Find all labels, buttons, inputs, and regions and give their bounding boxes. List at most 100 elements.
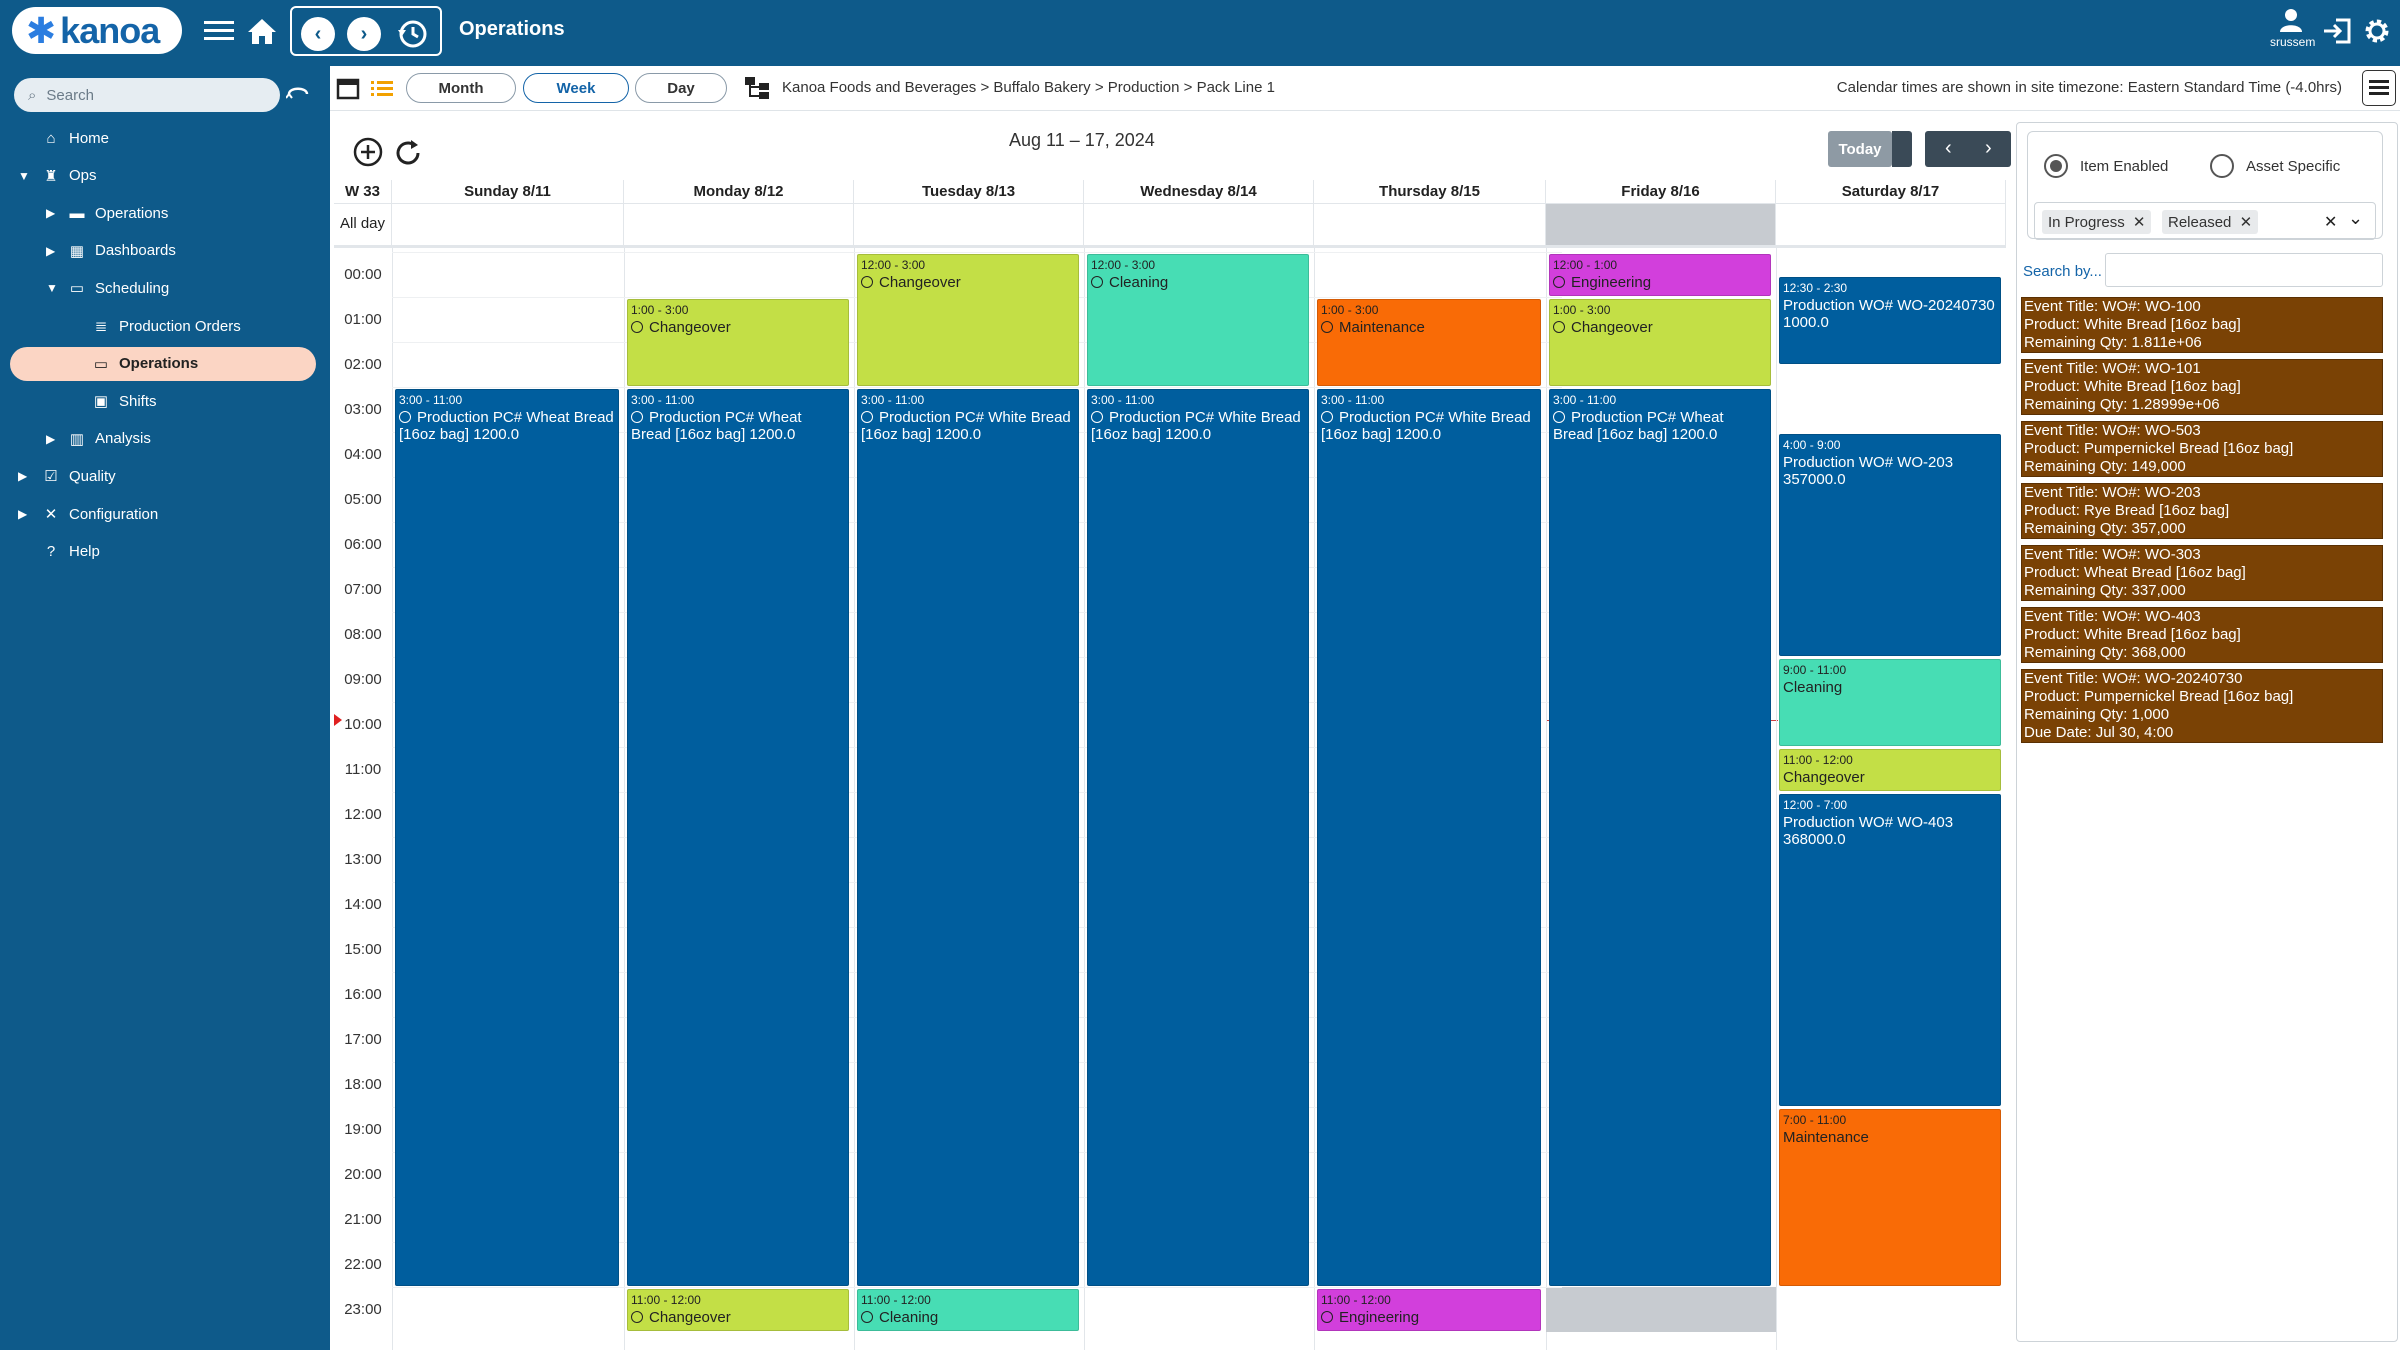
add-event-icon[interactable]: [352, 136, 384, 173]
calendar-event[interactable]: 12:00 - 1:00 Engineering: [1549, 254, 1771, 296]
work-order-card[interactable]: Event Title: WO#: WO-101 Product: White B…: [2021, 359, 2383, 415]
clear-icon[interactable]: ✕: [2324, 214, 2338, 231]
caret-down-icon[interactable]: ▼: [46, 281, 58, 296]
event-time: 3:00 - 11:00: [1321, 393, 1385, 407]
chevron-down-icon[interactable]: ⌄: [2348, 208, 2364, 228]
today-button[interactable]: Today: [1828, 131, 1912, 167]
sidebar-item-dashboards[interactable]: ▶ ▦ Dashboards: [0, 234, 330, 268]
day-header[interactable]: Saturday 8/17: [1776, 180, 2006, 204]
calendar-event[interactable]: 4:00 - 9:00 Production WO# WO-203 357000.…: [1779, 434, 2001, 656]
calendar-event[interactable]: 11:00 - 12:00 Changeover: [627, 1289, 849, 1331]
calendar-event[interactable]: 3:00 - 11:00 Production PC# Wheat Bread […: [1549, 389, 1771, 1286]
caret-down-icon[interactable]: ▼: [18, 168, 30, 183]
home-icon[interactable]: [243, 12, 281, 50]
sidebar-item-operations[interactable]: ▶ ▬ Operations: [0, 196, 330, 230]
hamburger-menu-icon[interactable]: [200, 12, 238, 50]
all-day-cell[interactable]: [1084, 204, 1314, 248]
previous-week-button[interactable]: ‹: [1945, 137, 1952, 159]
week-view-button[interactable]: Week: [523, 73, 629, 103]
history-icon[interactable]: [396, 18, 428, 55]
month-view-button[interactable]: Month: [406, 73, 516, 103]
sidebar-item-operations[interactable]: ▭ Operations: [10, 346, 316, 381]
menu-button[interactable]: [2362, 70, 2396, 106]
calendar-event[interactable]: 11:00 - 12:00 Engineering: [1317, 1289, 1541, 1331]
chip-remove-icon[interactable]: ✕: [2132, 214, 2146, 231]
search-by-input[interactable]: [2105, 253, 2383, 287]
settings-gear-icon[interactable]: [2358, 12, 2396, 50]
work-order-card[interactable]: Event Title: WO#: WO-503 Product: Pumpern…: [2021, 421, 2383, 477]
work-order-card[interactable]: Event Title: WO#: WO-303 Product: Wheat B…: [2021, 545, 2383, 601]
home-icon: ⌂: [46, 129, 56, 147]
day-view-button[interactable]: Day: [635, 73, 727, 103]
work-order-card[interactable]: Event Title: WO#: WO-203 Product: Rye Bre…: [2021, 483, 2383, 539]
breadcrumb[interactable]: Kanoa Foods and Beverages > Buffalo Bake…: [782, 79, 1275, 96]
back-button[interactable]: ‹: [301, 17, 335, 51]
day-header[interactable]: Tuesday 8/13: [854, 180, 1084, 204]
logout-icon[interactable]: [2318, 12, 2356, 50]
day-header[interactable]: Friday 8/16: [1546, 180, 1776, 204]
day-header[interactable]: Wednesday 8/14: [1084, 180, 1314, 204]
item-enabled-radio[interactable]: [2044, 154, 2068, 178]
day-header[interactable]: Thursday 8/15: [1314, 180, 1546, 204]
calendar-event[interactable]: 3:00 - 11:00 Production PC# White Bread […: [1087, 389, 1309, 1286]
all-day-cell[interactable]: [1314, 204, 1546, 248]
calendar-event[interactable]: 9:00 - 11:00 Cleaning: [1779, 659, 2001, 746]
calendar-event[interactable]: 11:00 - 12:00 Changeover: [1779, 749, 2001, 791]
event-title: Production PC# Wheat Bread [16oz bag] 12…: [1553, 409, 1724, 443]
calendar-event[interactable]: 3:00 - 11:00 Production PC# Wheat Bread […: [627, 389, 849, 1286]
calendar-view-icon[interactable]: [336, 76, 360, 105]
calendar-event[interactable]: 1:00 - 3:00 Changeover: [627, 299, 849, 386]
sidebar-item-home[interactable]: ⌂ Home: [0, 121, 330, 155]
day-header[interactable]: Monday 8/12: [624, 180, 854, 204]
caret-right-icon[interactable]: ▶: [46, 431, 56, 446]
week-number: W 33: [334, 180, 392, 204]
sidebar-item-help[interactable]: ? Help: [0, 535, 330, 569]
hierarchy-icon[interactable]: [744, 76, 770, 105]
day-header[interactable]: Sunday 8/11: [392, 180, 624, 204]
all-day-cell[interactable]: [624, 204, 854, 248]
calendar-event[interactable]: 12:00 - 7:00 Production WO# WO-403 368000…: [1779, 794, 2001, 1106]
forward-button[interactable]: ›: [347, 17, 381, 51]
refresh-icon[interactable]: [394, 138, 424, 173]
calendar-event[interactable]: 12:30 - 2:30 Production WO# WO-20240730 1…: [1779, 276, 2001, 364]
chip-in-progress[interactable]: In Progress ✕: [2042, 210, 2152, 234]
link-toggle-icon[interactable]: [285, 84, 310, 109]
user-menu[interactable]: srussem: [2270, 8, 2315, 49]
sidebar-item-shifts[interactable]: ▣ Shifts: [0, 384, 330, 418]
caret-right-icon[interactable]: ▶: [46, 243, 56, 258]
sidebar-item-quality[interactable]: ▶ ☑ Quality: [0, 459, 330, 493]
chip-remove-icon[interactable]: ✕: [2239, 214, 2253, 231]
calendar-event[interactable]: 3:00 - 11:00 Production PC# White Bread […: [1317, 389, 1541, 1286]
calendar-event[interactable]: 12:00 - 3:00 Changeover: [857, 254, 1079, 386]
sidebar-search-input[interactable]: ⌕ Search: [14, 78, 280, 112]
all-day-cell[interactable]: [854, 204, 1084, 248]
status-filter-select[interactable]: [2034, 202, 2376, 240]
work-order-card[interactable]: Event Title: WO#: WO-100 Product: White B…: [2021, 297, 2383, 353]
work-order-card[interactable]: Event Title: WO#: WO-403 Product: White B…: [2021, 607, 2383, 663]
sidebar-item-scheduling[interactable]: ▼ ▭ Scheduling: [0, 271, 330, 305]
next-week-button[interactable]: ›: [1985, 137, 1992, 159]
caret-right-icon[interactable]: ▶: [18, 507, 28, 521]
sidebar-item-configuration[interactable]: ▶ ✕ Configuration: [0, 497, 330, 531]
caret-right-icon[interactable]: ▶: [46, 206, 56, 221]
all-day-cell[interactable]: [392, 204, 624, 248]
calendar-event[interactable]: 7:00 - 11:00 Maintenance: [1779, 1109, 2001, 1286]
calendar-event[interactable]: 12:00 - 3:00 Cleaning: [1087, 254, 1309, 386]
sidebar-item-ops[interactable]: ▼ ♜ Ops: [0, 159, 330, 193]
work-order-card[interactable]: Event Title: WO#: WO-20240730 Product: Pu…: [2021, 669, 2383, 743]
sidebar-item-analysis[interactable]: ▶ ▥ Analysis: [0, 422, 330, 456]
chip-released[interactable]: Released ✕: [2162, 210, 2259, 234]
day-divider: [392, 248, 393, 1350]
sidebar-item-production-orders[interactable]: ≣ Production Orders: [0, 309, 330, 343]
calendar-event[interactable]: 1:00 - 3:00 Changeover: [1549, 299, 1771, 386]
calendar-event[interactable]: 1:00 - 3:00 Maintenance: [1317, 299, 1541, 386]
all-day-cell[interactable]: [1546, 204, 1776, 248]
calendar-event[interactable]: 11:00 - 12:00 Cleaning: [857, 1289, 1079, 1331]
list-view-icon[interactable]: [371, 79, 393, 102]
all-day-cell[interactable]: [1776, 204, 2006, 248]
calendar-event[interactable]: 3:00 - 11:00 Production PC# White Bread […: [857, 389, 1079, 1286]
kanoa-logo[interactable]: ✱ kanoa: [12, 7, 182, 54]
asset-specific-radio[interactable]: [2210, 154, 2234, 178]
calendar-event[interactable]: 3:00 - 11:00 Production PC# Wheat Bread […: [395, 389, 619, 1286]
caret-right-icon[interactable]: ▶: [18, 469, 28, 484]
